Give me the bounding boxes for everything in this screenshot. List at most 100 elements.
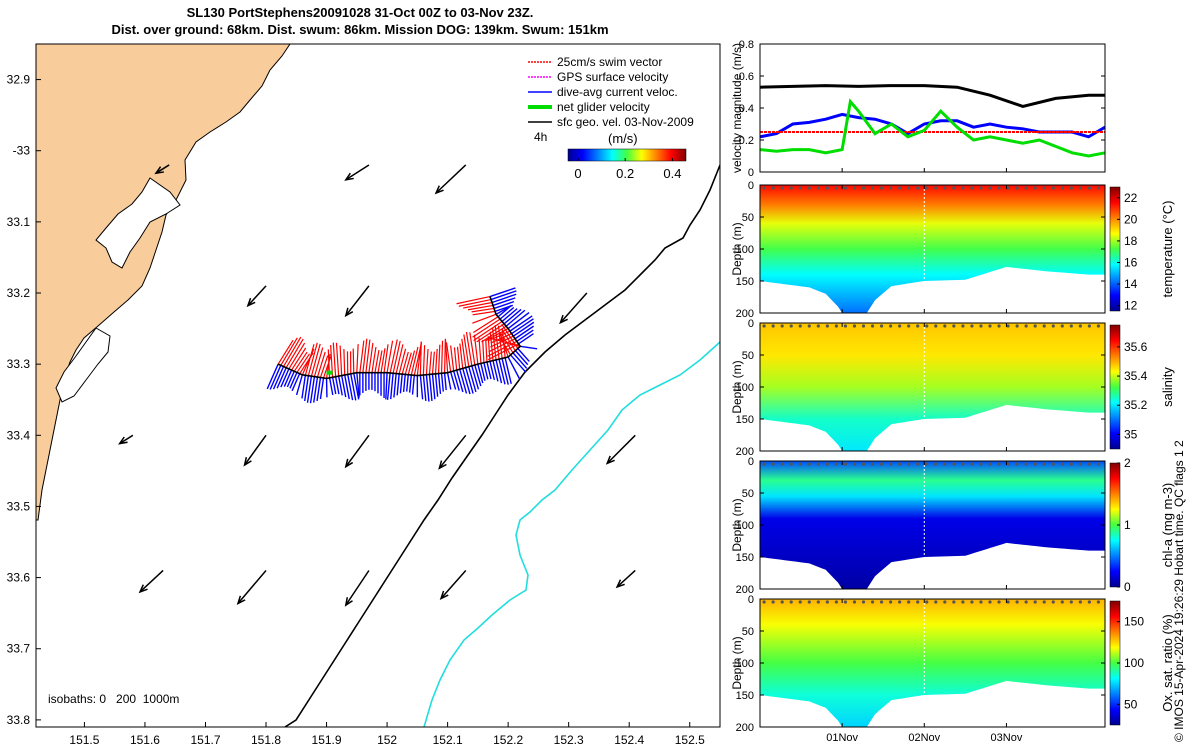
map-y-tick-label: -33 — [13, 144, 31, 158]
section-data — [760, 185, 1105, 313]
legend-label-gps-velocity: GPS surface velocity — [557, 70, 668, 84]
profile-surface-point — [771, 600, 775, 604]
section-panel-salinity: 0 50 100 150 200 Depth (m) 35 35.2 35.4 35.6 salin… — [730, 318, 1175, 458]
map-y-tick-label: 33.3 — [7, 357, 31, 371]
profile-surface-point — [798, 186, 802, 190]
depth-tick-label: 200 — [736, 584, 754, 596]
profile-surface-point — [1060, 186, 1064, 190]
profile-surface-point — [961, 324, 965, 328]
profile-surface-point — [1069, 462, 1073, 466]
geo-velocity-arrow — [138, 569, 164, 594]
depth-tick-label: 0 — [748, 180, 754, 192]
profile-surface-point — [970, 324, 974, 328]
lake — [55, 327, 111, 403]
profile-surface-point — [1024, 186, 1028, 190]
profile-surface-point — [1006, 186, 1010, 190]
profile-surface-point — [979, 600, 983, 604]
colorbar-tick-label: 35.6 — [1124, 340, 1148, 354]
glider-track-layer — [266, 287, 538, 404]
profile-surface-point — [997, 324, 1001, 328]
profile-surface-point — [997, 462, 1001, 466]
map-y-tick-label: 33.1 — [7, 215, 31, 229]
velocity-y-tick-label: 0.6 — [739, 71, 754, 83]
profile-surface-point — [771, 186, 775, 190]
speed-colorbar-tick-label: 0.2 — [616, 166, 634, 181]
profile-surface-point — [1078, 600, 1082, 604]
profile-surface-point — [1015, 186, 1019, 190]
profile-surface-point — [970, 600, 974, 604]
speed-colorbar-ticks: 0 0.2 0.4 — [574, 158, 681, 181]
profile-surface-point — [870, 462, 875, 466]
profile-surface-point — [952, 462, 956, 466]
profile-surface-point — [1078, 186, 1082, 190]
legend-item-swim-vector: 25cm/s swim vector — [528, 55, 662, 69]
profile-surface-point — [1060, 462, 1064, 466]
profile-surface-point — [807, 186, 811, 190]
colorbar-tick-label: 150 — [1124, 615, 1144, 629]
title-line-2: Dist. over ground: 68km. Dist. swum: 86k… — [111, 22, 609, 37]
profile-surface-point — [807, 324, 811, 328]
isobath-200m — [284, 164, 720, 727]
profile-surface-point — [943, 186, 947, 190]
profile-surface-point — [1087, 462, 1091, 466]
colorbar-label: chl-a (mg m-3) — [1160, 483, 1175, 568]
geo-velocity-arrow — [118, 434, 134, 445]
velocity-y-tick-label: 0 — [748, 167, 754, 179]
depth-ylabel: Depth (m) — [730, 360, 744, 413]
legend-label-net-velocity: net glider velocity — [557, 100, 650, 114]
profile-surface-point — [834, 600, 838, 604]
profile-surface-point — [1015, 462, 1019, 466]
legend-label-swim-vector: 25cm/s swim vector — [557, 55, 662, 69]
swim-vectors — [277, 295, 521, 379]
profile-surface-point — [916, 462, 920, 466]
profile-surface-point — [1069, 324, 1073, 328]
profile-surface-point — [907, 186, 911, 190]
speed-colorbar — [567, 148, 687, 162]
velocity-series-line — [759, 98, 1106, 158]
profile-surface-point — [1069, 186, 1073, 190]
profile-surface-point — [1042, 324, 1046, 328]
profile-surface-point — [1078, 462, 1082, 466]
velocity-y-axis: 0 0.2 0.4 0.6 0.8 — [739, 39, 1105, 179]
profile-surface-point — [898, 324, 902, 328]
profile-surface-point — [789, 324, 793, 328]
geo-velocity-arrow — [434, 164, 467, 195]
profile-surface-point — [1006, 324, 1010, 328]
profile-surface-point — [943, 324, 947, 328]
depth-tick-label: 200 — [736, 722, 754, 734]
profile-surface-point — [898, 186, 902, 190]
profile-surface-point — [943, 462, 947, 466]
profile-surface-point — [789, 462, 793, 466]
profile-surface-point — [843, 186, 848, 190]
profile-surface-point — [852, 600, 857, 604]
colorbar-tick-label: 1 — [1124, 518, 1131, 532]
geo-velocity-arrow — [246, 285, 267, 308]
depth-tick-label: 50 — [742, 350, 754, 362]
profile-surface-point — [816, 462, 820, 466]
profile-surface-point — [970, 186, 974, 190]
velocity-series — [759, 84, 1106, 158]
profile-surface-point — [861, 186, 866, 190]
profile-surface-point — [834, 324, 838, 328]
geo-velocity-arrow — [559, 292, 588, 325]
profile-surface-point — [1024, 324, 1028, 328]
map-y-tick-label: 32.9 — [7, 73, 31, 87]
profile-surface-point — [1087, 324, 1091, 328]
geo-velocity-arrow — [154, 164, 170, 175]
colorbar-label: Ox. sat. ratio (%) — [1160, 614, 1175, 712]
profile-surface-point — [925, 324, 929, 328]
profile-surface-point — [1042, 186, 1046, 190]
map-x-tick-label: 151.7 — [190, 733, 220, 747]
colorbar-tick-label: 35.2 — [1124, 398, 1148, 412]
legend-item-geo-velocity: sfc geo. vel. 03-Nov-2009 — [528, 115, 694, 129]
profile-surface-point — [879, 324, 884, 328]
profile-surface-point — [898, 600, 902, 604]
profile-surface-point — [1096, 324, 1101, 328]
time-tick-label: 01Nov — [826, 732, 858, 744]
profile-surface-point — [825, 324, 829, 328]
profile-surface-point — [870, 324, 875, 328]
map-x-tick-label: 152.3 — [554, 733, 584, 747]
geo-velocity-arrow — [605, 434, 636, 465]
